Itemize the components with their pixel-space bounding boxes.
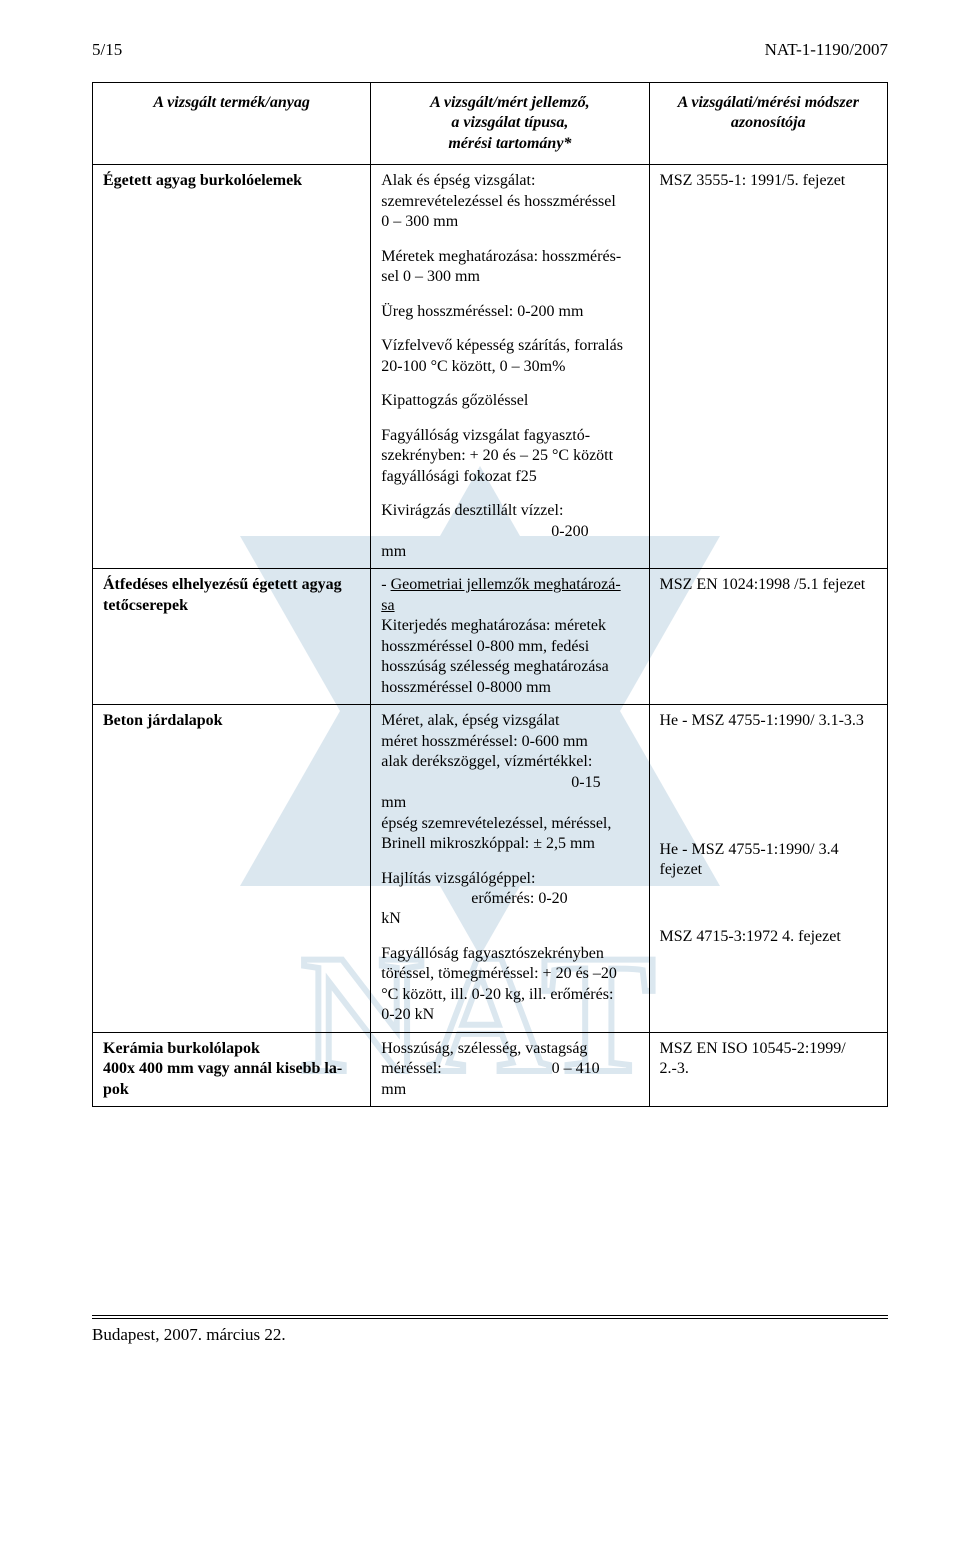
doc-reference: NAT-1-1190/2007	[765, 40, 888, 60]
table-row: Égetett agyag burkolóelemek Alak és épsé…	[93, 165, 888, 569]
method-cell: Hosszúság, szélesség, vastagság méréssel…	[371, 1032, 649, 1106]
product-cell: Kerámia burkolólapok 400x 400 mm vagy an…	[93, 1032, 371, 1106]
main-table: A vizsgált termék/anyag A vizsgált/mért …	[92, 82, 888, 1107]
col-header-method: A vizsgált/mért jellemző, a vizsgálat tí…	[371, 83, 649, 165]
table-row: Átfedéses elhelyezésű égetett agyag tető…	[93, 569, 888, 705]
footer-text: Budapest, 2007. március 22.	[92, 1325, 888, 1345]
page-content: 5/15 NAT-1-1190/2007 A vizsgált termék/a…	[0, 0, 960, 1385]
method-cell: - Geometriai jellemzők meghatározá- sa K…	[371, 569, 649, 705]
table-row: Kerámia burkolólapok 400x 400 mm vagy an…	[93, 1032, 888, 1106]
table-row: Beton járdalapok Méret, alak, épség vizs…	[93, 705, 888, 1033]
standard-cell: MSZ EN ISO 10545-2:1999/ 2.-3.	[649, 1032, 888, 1106]
page-header: 5/15 NAT-1-1190/2007	[92, 40, 888, 60]
standard-cell: He - MSZ 4755-1:1990/ 3.1-3.3 He - MSZ 4…	[649, 705, 888, 1033]
method-cell: Alak és épség vizsgálat: szemrevételezés…	[371, 165, 649, 569]
col-header-product: A vizsgált termék/anyag	[93, 83, 371, 165]
product-cell: Égetett agyag burkolóelemek	[93, 165, 371, 569]
footer-rule	[92, 1315, 888, 1319]
method-cell: Méret, alak, épség vizsgálat méret hossz…	[371, 705, 649, 1033]
table-header-row: A vizsgált termék/anyag A vizsgált/mért …	[93, 83, 888, 165]
col-header-standard: A vizsgálati/mérési módszer azonosítója	[649, 83, 888, 165]
product-cell: Átfedéses elhelyezésű égetett agyag tető…	[93, 569, 371, 705]
standard-cell: MSZ 3555-1: 1991/5. fejezet	[649, 165, 888, 569]
product-cell: Beton járdalapok	[93, 705, 371, 1033]
page-number: 5/15	[92, 40, 122, 60]
standard-cell: MSZ EN 1024:1998 /5.1 fejezet	[649, 569, 888, 705]
